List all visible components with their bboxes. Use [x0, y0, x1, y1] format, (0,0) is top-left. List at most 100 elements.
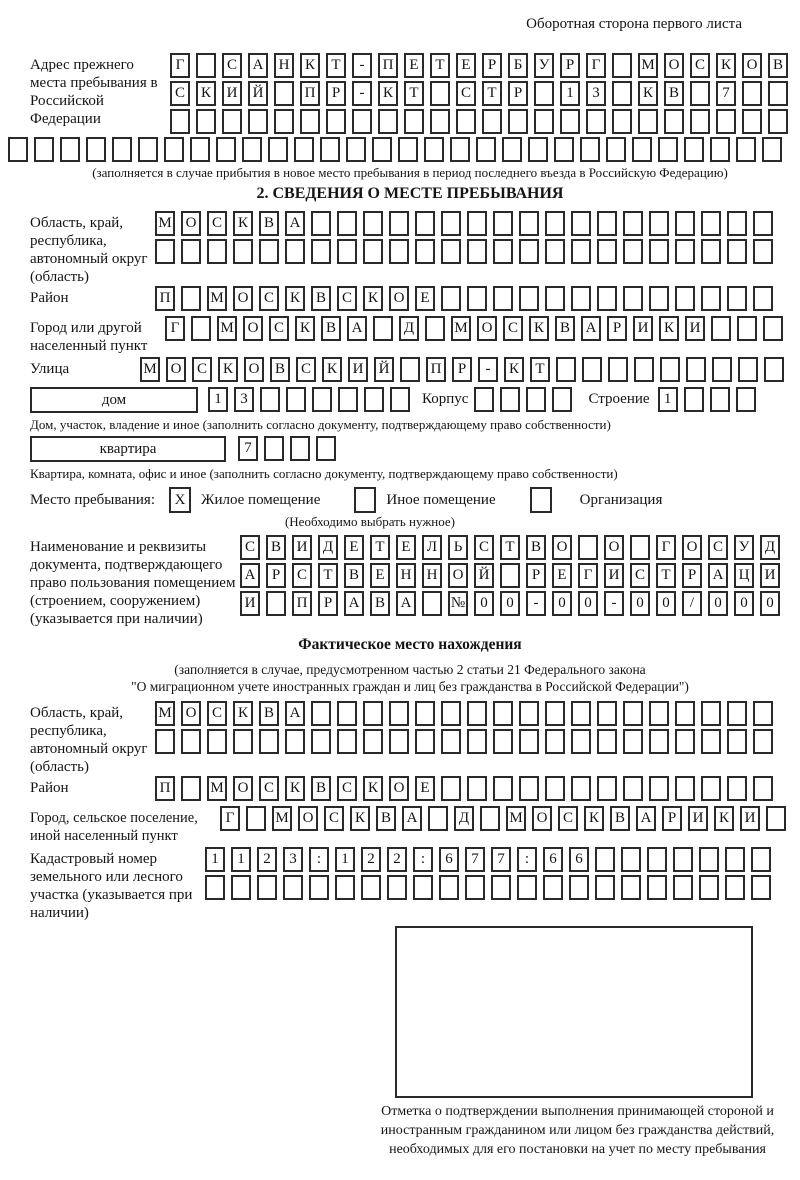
char-cell[interactable]: П [292, 591, 312, 616]
char-cell[interactable]: А [396, 591, 416, 616]
char-cell[interactable] [480, 806, 500, 831]
char-cell[interactable]: 6 [439, 847, 459, 872]
char-cell[interactable]: - [526, 591, 546, 616]
char-cell[interactable] [630, 535, 650, 560]
char-cell[interactable] [283, 875, 303, 900]
char-cell[interactable]: О [448, 563, 468, 588]
char-cell[interactable]: К [716, 53, 736, 78]
char-cell[interactable] [543, 875, 563, 900]
char-cell[interactable]: С [503, 316, 523, 341]
char-cell[interactable] [196, 53, 216, 78]
char-cell[interactable] [623, 211, 643, 236]
char-cell[interactable] [309, 875, 329, 900]
char-cell[interactable] [519, 286, 539, 311]
char-cell[interactable] [526, 387, 547, 412]
char-cell[interactable] [337, 211, 357, 236]
char-cell[interactable]: И [740, 806, 760, 831]
char-cell[interactable] [441, 729, 461, 754]
char-cell[interactable] [580, 137, 600, 162]
char-cell[interactable] [709, 387, 730, 412]
char-cell[interactable]: Р [560, 53, 580, 78]
char-cell[interactable] [649, 729, 669, 754]
char-cell[interactable]: С [259, 286, 279, 311]
char-cell[interactable] [649, 286, 669, 311]
char-cell[interactable]: 0 [656, 591, 676, 616]
char-cell[interactable] [207, 729, 227, 754]
char-cell[interactable] [164, 137, 184, 162]
char-cell[interactable] [257, 875, 277, 900]
char-cell[interactable] [683, 387, 704, 412]
char-cell[interactable] [274, 81, 294, 106]
char-cell[interactable]: Ц [734, 563, 754, 588]
char-cell[interactable] [664, 109, 684, 134]
char-cell[interactable] [415, 729, 435, 754]
char-cell[interactable]: П [300, 81, 320, 106]
char-cell[interactable] [300, 109, 320, 134]
char-cell[interactable] [612, 109, 632, 134]
char-cell[interactable] [517, 875, 537, 900]
char-cell[interactable] [493, 286, 513, 311]
char-cell[interactable]: 3 [586, 81, 606, 106]
char-cell[interactable] [582, 357, 602, 382]
char-cell[interactable] [727, 729, 747, 754]
char-cell[interactable] [736, 137, 756, 162]
char-cell[interactable] [737, 316, 757, 341]
char-cell[interactable] [181, 286, 201, 311]
char-cell[interactable] [363, 701, 383, 726]
char-cell[interactable] [612, 53, 632, 78]
char-cell[interactable] [320, 137, 340, 162]
char-cell[interactable] [422, 591, 442, 616]
char-cell[interactable] [268, 137, 288, 162]
char-cell[interactable] [138, 137, 158, 162]
char-cell[interactable]: О [389, 286, 409, 311]
char-cell[interactable] [660, 357, 680, 382]
char-cell[interactable]: Й [474, 563, 494, 588]
char-cell[interactable]: В [321, 316, 341, 341]
char-cell[interactable]: Р [452, 357, 472, 382]
char-cell[interactable]: № [448, 591, 468, 616]
char-cell[interactable]: Й [374, 357, 394, 382]
char-cell[interactable] [465, 875, 485, 900]
char-cell[interactable] [216, 137, 236, 162]
char-cell[interactable]: Р [266, 563, 286, 588]
char-cell[interactable]: Р [482, 53, 502, 78]
char-cell[interactable]: В [311, 286, 331, 311]
char-cell[interactable]: К [659, 316, 679, 341]
char-cell[interactable]: С [690, 53, 710, 78]
char-cell[interactable] [545, 211, 565, 236]
char-cell[interactable] [632, 137, 652, 162]
char-cell[interactable] [476, 137, 496, 162]
char-cell[interactable] [404, 109, 424, 134]
char-cell[interactable] [290, 436, 310, 461]
char-cell[interactable] [519, 239, 539, 264]
char-cell[interactable] [155, 239, 175, 264]
char-cell[interactable]: М [217, 316, 237, 341]
char-cell[interactable] [264, 436, 284, 461]
char-cell[interactable] [311, 239, 331, 264]
char-cell[interactable] [712, 357, 732, 382]
char-cell[interactable] [764, 357, 784, 382]
char-cell[interactable]: О [244, 357, 264, 382]
char-cell[interactable] [606, 137, 626, 162]
char-cell[interactable]: С [630, 563, 650, 588]
char-cell[interactable] [181, 776, 201, 801]
char-cell[interactable]: У [734, 535, 754, 560]
char-cell[interactable]: М [506, 806, 526, 831]
char-cell[interactable] [545, 776, 565, 801]
char-cell[interactable] [390, 387, 410, 412]
char-cell[interactable]: Г [220, 806, 240, 831]
char-cell[interactable] [467, 211, 487, 236]
char-cell[interactable] [441, 239, 461, 264]
char-cell[interactable] [673, 847, 693, 872]
char-cell[interactable]: С [259, 776, 279, 801]
char-cell[interactable]: К [363, 776, 383, 801]
char-cell[interactable]: С [456, 81, 476, 106]
char-cell[interactable]: Н [274, 53, 294, 78]
char-cell[interactable]: К [285, 776, 305, 801]
char-cell[interactable] [34, 137, 54, 162]
char-cell[interactable] [597, 729, 617, 754]
char-cell[interactable] [456, 109, 476, 134]
char-cell[interactable] [286, 387, 306, 412]
char-cell[interactable] [191, 316, 211, 341]
char-cell[interactable]: Т [430, 53, 450, 78]
